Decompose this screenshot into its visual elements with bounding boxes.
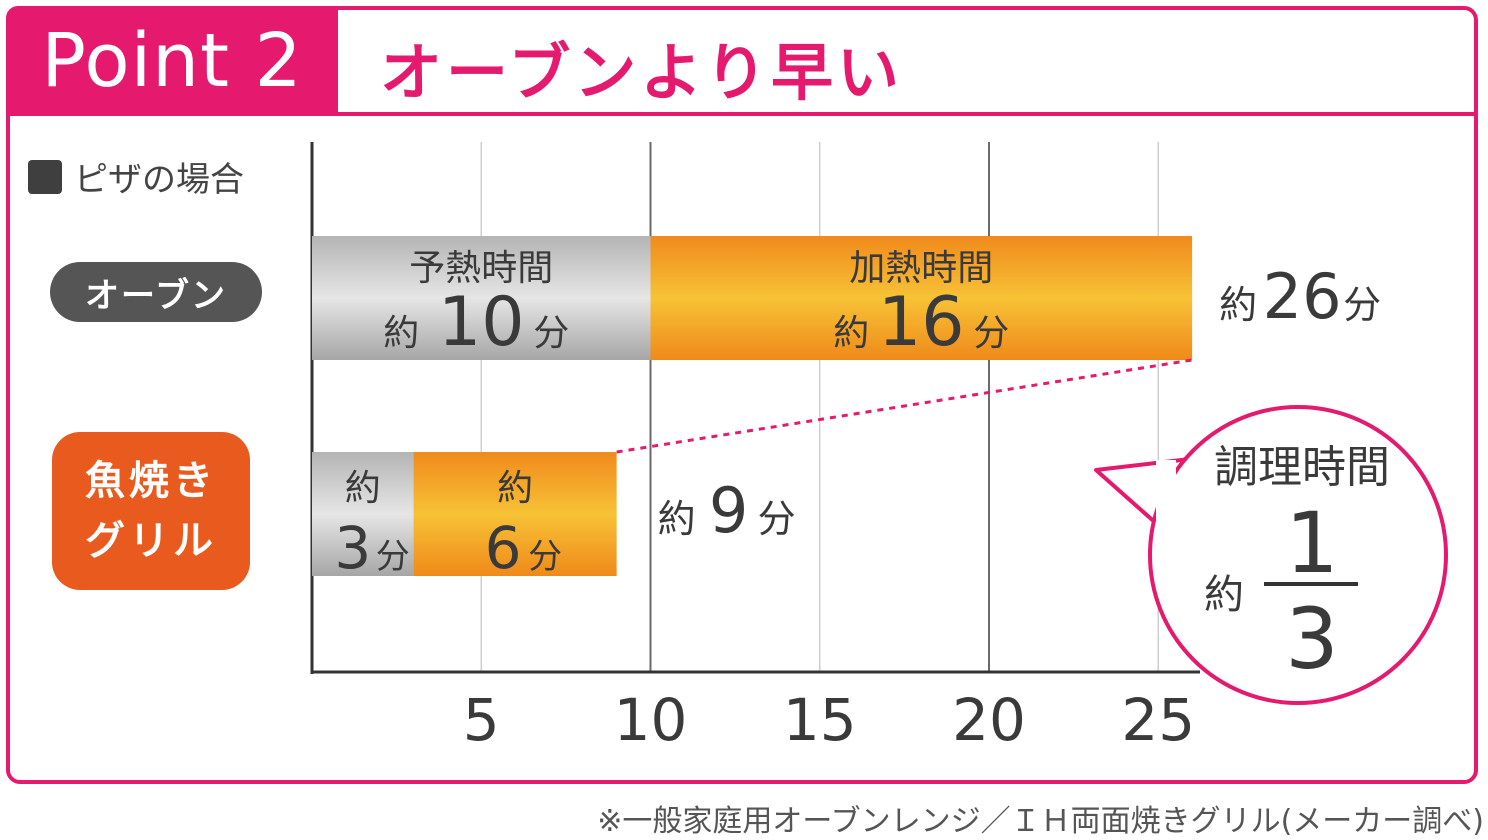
total-grill-prefix: 約 [658, 497, 696, 541]
legend-label: ピザの場合 [74, 160, 244, 200]
total-oven-unit: 分 [1343, 283, 1381, 327]
label-oven-preheat-title: 予熱時間 [409, 248, 553, 289]
legend-swatch [28, 159, 62, 194]
callout-title: 調理時間 [1214, 442, 1390, 493]
x-tick-label-15: 15 [783, 686, 857, 754]
category-label-grill: 魚焼き グリル [52, 432, 250, 590]
label-oven-preheat-prefix: 約 [383, 313, 419, 354]
x-tick-label-20: 20 [952, 686, 1026, 754]
label-oven-preheat-unit: 分 [533, 313, 569, 354]
callout-bubble [1148, 405, 1448, 705]
footnote: ※一般家庭用オーブンレンジ／ＩＨ両面焼きグリル(メーカー調べ) [597, 804, 1484, 839]
label-grill-heat-unit: 分 [528, 537, 562, 577]
header-divider [6, 112, 1478, 116]
total-oven-prefix: 約 [1219, 283, 1257, 327]
label-grill-heat-prefix: 約 [497, 468, 533, 509]
bar-grill-heat [413, 452, 617, 576]
total-grill-value: 9 [709, 474, 748, 547]
callout-denominator: 3 [1285, 590, 1338, 688]
legend: ピザの場合 [28, 152, 244, 201]
total-grill-unit: 分 [758, 497, 796, 541]
grill-label-line1: 魚焼き [85, 458, 217, 504]
total-oven-value: 26 [1263, 260, 1342, 333]
label-oven-heat-title: 加熱時間 [849, 248, 993, 289]
label-grill-preheat-prefix: 約 [345, 468, 381, 509]
label-grill-preheat-value: 3 [334, 514, 371, 582]
bar-oven-preheat [312, 236, 651, 360]
bar-oven-heat [650, 236, 1193, 360]
category-label-oven: オーブン [50, 262, 262, 322]
x-tick-label-5: 5 [463, 686, 500, 754]
label-grill-heat-value: 6 [485, 514, 522, 582]
label-oven-heat-unit: 分 [973, 313, 1009, 354]
label-oven-heat-prefix: 約 [833, 313, 869, 354]
label-grill-preheat-unit: 分 [376, 537, 410, 577]
label-oven-heat-value: 16 [878, 283, 965, 362]
grill-label-line2: グリル [85, 518, 217, 564]
x-tick-label-10: 10 [614, 686, 688, 754]
callout-numerator: 1 [1285, 494, 1338, 592]
callout-tail-mask [1156, 460, 1176, 520]
label-oven-preheat-value: 10 [438, 283, 525, 362]
bar-grill-preheat [312, 452, 414, 576]
point-badge: Point 2 [6, 6, 338, 116]
callout-prefix: 約 [1204, 572, 1244, 618]
connector-dotted-line [616, 358, 1193, 454]
x-tick-label-25: 25 [1121, 686, 1195, 754]
chart-headline: オーブンより早い [380, 36, 904, 109]
